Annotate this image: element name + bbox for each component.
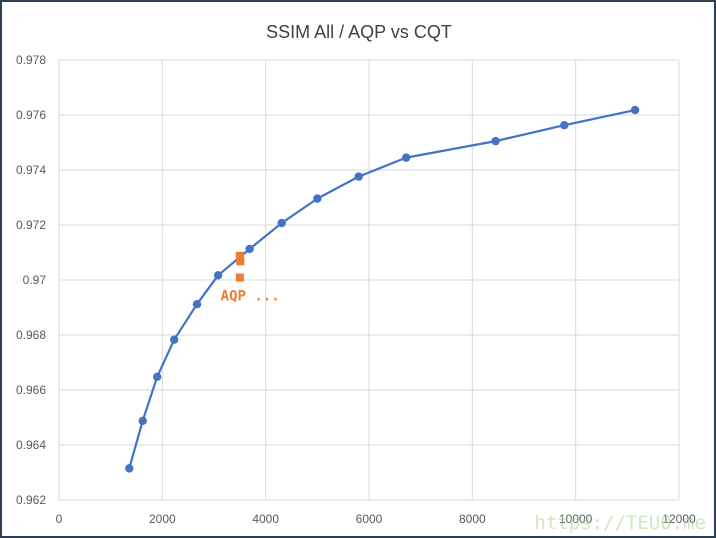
data-point	[125, 464, 134, 473]
data-point	[192, 300, 202, 309]
x-tick-label: 2000	[149, 512, 176, 526]
y-tick-label: 0.97	[23, 273, 47, 287]
annotation-label: AQP ...	[221, 289, 280, 305]
y-tick-label: 0.976	[16, 108, 46, 122]
data-point	[152, 372, 162, 381]
data-point	[277, 218, 286, 228]
watermark-text: https://TEU0.me	[534, 512, 706, 534]
data-point-square	[236, 257, 245, 266]
y-tick-label: 0.966	[16, 383, 46, 397]
data-point	[138, 416, 147, 425]
x-tick-label: 4000	[252, 512, 279, 526]
y-tick-label: 0.962	[16, 493, 46, 507]
data-point	[213, 271, 223, 280]
annotations: AQP ...	[221, 289, 280, 305]
data-series	[125, 105, 640, 473]
x-tick-label: 0	[56, 512, 63, 526]
axes: 0.962 0.964 0.966 0.968 0.97 0.972 0.974 0.976 0…	[16, 53, 696, 526]
data-point	[402, 153, 411, 162]
data-point	[354, 172, 363, 181]
data-point-square	[235, 273, 244, 282]
y-tick-label: 0.964	[16, 438, 46, 452]
data-point-square	[235, 251, 244, 260]
y-tick-label: 0.968	[16, 328, 46, 342]
series-0	[125, 105, 640, 473]
y-tick-label: 0.978	[16, 53, 46, 67]
series-line	[128, 108, 636, 469]
data-point	[630, 105, 640, 115]
gridlines	[58, 59, 680, 501]
x-tick-label: 10000	[559, 512, 593, 526]
x-tick-label: 6000	[356, 512, 383, 526]
data-point	[491, 136, 500, 146]
data-point	[245, 244, 254, 254]
data-point	[170, 335, 179, 344]
y-tick-label: 0.972	[16, 218, 46, 232]
data-point	[560, 120, 569, 130]
y-tick-label: 0.974	[16, 163, 46, 177]
x-tick-label: 12000	[662, 512, 696, 526]
data-point	[313, 194, 322, 203]
x-tick-label: 8000	[459, 512, 486, 526]
series-1	[235, 251, 245, 282]
chart-title: SSIM All / AQP vs CQT	[266, 22, 452, 42]
